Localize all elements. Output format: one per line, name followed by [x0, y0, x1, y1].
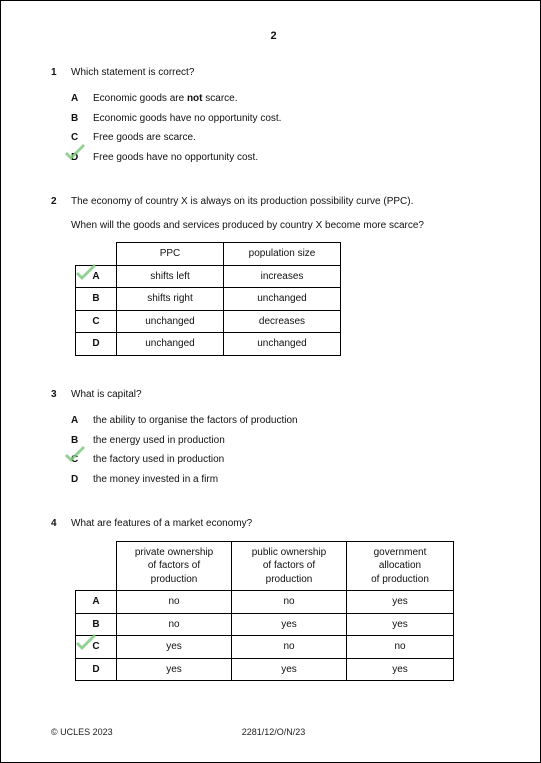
table-row: C unchanged decreases	[76, 310, 341, 333]
row-label: C	[76, 636, 117, 659]
q1-option-b: B Economic goods have no opportunity cos…	[71, 109, 496, 129]
table-header: PPC	[117, 243, 224, 266]
row-label: B	[76, 613, 117, 636]
table-corner	[76, 243, 117, 266]
question-1: 1 Which statement is correct? A Economic…	[51, 66, 496, 168]
table-header: private ownership of factors of producti…	[117, 541, 232, 591]
table-row: B shifts right unchanged	[76, 288, 341, 311]
table-cell: no	[117, 591, 232, 614]
row-label: D	[76, 333, 117, 356]
option-text: Economic goods have no opportunity cost.	[93, 112, 496, 126]
q1-options: A Economic goods are not scarce. B Econo…	[71, 89, 496, 167]
option-label: C	[71, 453, 93, 467]
row-label: C	[76, 310, 117, 333]
exam-page: 2 1 Which statement is correct? A Econom…	[0, 0, 541, 763]
option-text: Free goods have no opportunity cost.	[93, 151, 496, 165]
table-row: B no yes yes	[76, 613, 454, 636]
q3-option-d: D the money invested in a firm	[71, 470, 496, 490]
question-4: 4 What are features of a market economy?…	[51, 517, 496, 685]
table-cell: increases	[224, 265, 341, 288]
q4-text: What are features of a market economy?	[71, 517, 496, 531]
q4-table: private ownership of factors of producti…	[75, 541, 454, 682]
table-cell: yes	[117, 658, 232, 681]
table-row: D unchanged unchanged	[76, 333, 341, 356]
q3-option-b: B the energy used in production	[71, 431, 496, 451]
q2-text-1: The economy of country X is always on it…	[71, 195, 496, 209]
option-label: B	[71, 434, 93, 448]
option-label: B	[71, 112, 93, 126]
q1-option-a: A Economic goods are not scarce.	[71, 89, 496, 109]
option-label: A	[71, 414, 93, 428]
row-label: B	[76, 288, 117, 311]
table-row: D yes yes yes	[76, 658, 454, 681]
q1-text: Which statement is correct?	[71, 66, 496, 80]
q3-option-c: C the factory used in production	[71, 450, 496, 470]
table-cell: no	[347, 636, 454, 659]
table-cell: unchanged	[117, 333, 224, 356]
table-header-row: private ownership of factors of producti…	[76, 541, 454, 591]
question-3: 3 What is capital? A the ability to orga…	[51, 388, 496, 490]
option-label: D	[71, 473, 93, 487]
table-header: population size	[224, 243, 341, 266]
table-cell: no	[232, 591, 347, 614]
q2-table: PPC population size A shifts left increa…	[75, 242, 341, 356]
q4-number: 4	[51, 517, 71, 685]
footer-center: 2281/12/O/N/23	[51, 726, 496, 738]
q3-text: What is capital?	[71, 388, 496, 402]
table-cell: yes	[347, 613, 454, 636]
option-text: the money invested in a firm	[93, 473, 496, 487]
table-cell: no	[117, 613, 232, 636]
q1-option-c: C Free goods are scarce.	[71, 128, 496, 148]
q3-option-a: A the ability to organise the factors of…	[71, 411, 496, 431]
q3-number: 3	[51, 388, 71, 490]
table-cell: no	[232, 636, 347, 659]
table-row: A shifts left increases	[76, 265, 341, 288]
page-footer: © UCLES 2023 2281/12/O/N/23	[51, 726, 496, 738]
table-cell: decreases	[224, 310, 341, 333]
table-row: A no no yes	[76, 591, 454, 614]
table-header-row: PPC population size	[76, 243, 341, 266]
table-row: C yes no no	[76, 636, 454, 659]
table-cell: yes	[117, 636, 232, 659]
option-label: D	[71, 151, 93, 165]
option-text: Economic goods are not scarce.	[93, 92, 496, 106]
table-header: public ownership of factors of productio…	[232, 541, 347, 591]
table-cell: shifts right	[117, 288, 224, 311]
table-cell: unchanged	[117, 310, 224, 333]
option-text: the factory used in production	[93, 453, 496, 467]
table-cell: shifts left	[117, 265, 224, 288]
table-corner	[76, 541, 117, 591]
q3-options: A the ability to organise the factors of…	[71, 411, 496, 489]
table-cell: yes	[232, 658, 347, 681]
row-label: D	[76, 658, 117, 681]
q1-option-d: D Free goods have no opportunity cost.	[71, 148, 496, 168]
table-header: government allocation of production	[347, 541, 454, 591]
page-number: 2	[51, 29, 496, 44]
question-2: 2 The economy of country X is always on …	[51, 195, 496, 360]
table-cell: unchanged	[224, 333, 341, 356]
table-cell: yes	[232, 613, 347, 636]
option-text: the energy used in production	[93, 434, 496, 448]
table-cell: yes	[347, 658, 454, 681]
table-cell: unchanged	[224, 288, 341, 311]
option-text: Free goods are scarce.	[93, 131, 496, 145]
row-label: A	[76, 265, 117, 288]
q2-number: 2	[51, 195, 71, 360]
option-label: C	[71, 131, 93, 145]
table-cell: yes	[347, 591, 454, 614]
option-label: A	[71, 92, 93, 106]
option-text: the ability to organise the factors of p…	[93, 414, 496, 428]
row-label: A	[76, 591, 117, 614]
q2-text-2: When will the goods and services produce…	[71, 219, 496, 233]
q1-number: 1	[51, 66, 71, 168]
